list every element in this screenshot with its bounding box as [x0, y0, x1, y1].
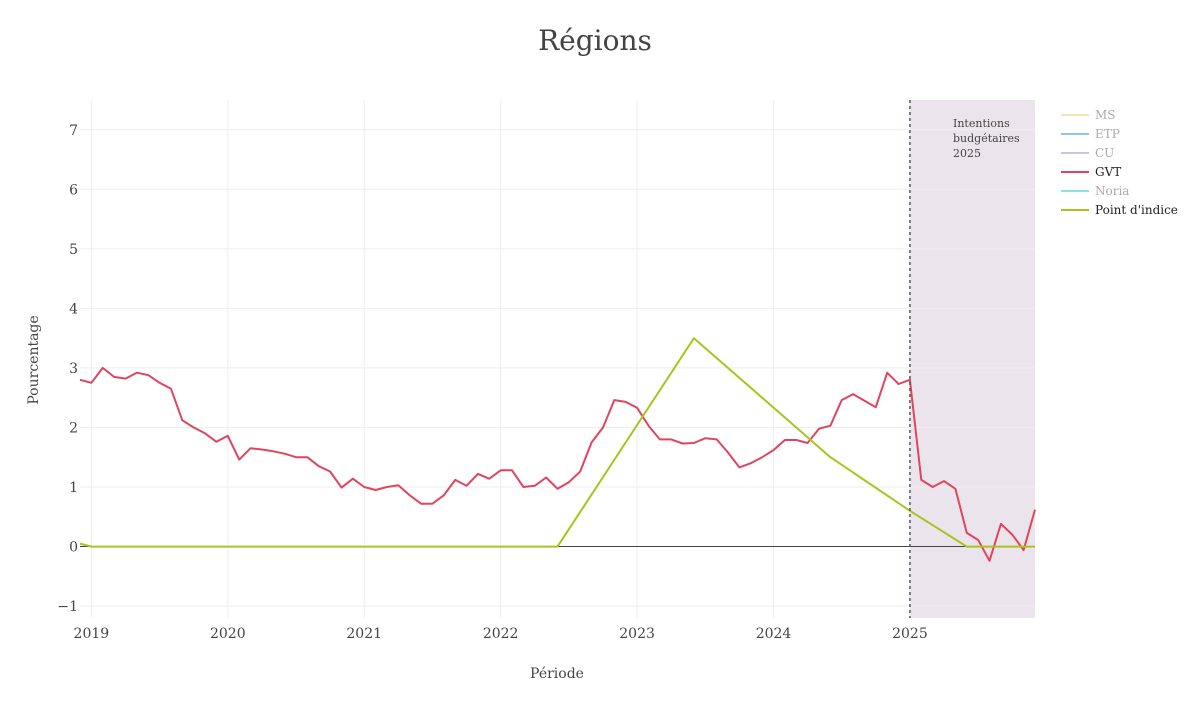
- legend-item-label: MS: [1095, 108, 1116, 122]
- legend-item-label: Point d'indice: [1095, 203, 1178, 217]
- y-tick-label: 4: [69, 301, 78, 317]
- y-tick-label: −1: [57, 599, 78, 615]
- y-tick-label: 6: [69, 182, 78, 198]
- legend-item-label: GVT: [1095, 165, 1121, 179]
- x-tick-label: 2023: [619, 626, 655, 642]
- legend-item-label: Noria: [1095, 184, 1129, 198]
- x-tick-label: 2020: [210, 626, 246, 642]
- projection-annotation-line: 2025: [953, 147, 981, 160]
- y-tick-label: 0: [69, 540, 78, 556]
- y-tick-label: 2: [69, 420, 78, 436]
- projection-annotation-line: Intentions: [953, 117, 1010, 130]
- x-tick-label: 2019: [74, 626, 110, 642]
- series-line-gvt: [79, 366, 1036, 562]
- y-tick-label: 3: [69, 361, 78, 377]
- projection-region: [909, 100, 1035, 618]
- y-axis-title: Pourcentage: [26, 315, 42, 404]
- x-tick-label: 2024: [756, 626, 792, 642]
- y-tick-label: 5: [69, 242, 78, 258]
- series-line-point-d-indice: [79, 337, 1035, 548]
- y-tick-label: 7: [69, 123, 78, 139]
- y-tick-label: 1: [69, 480, 78, 496]
- projection-annotation-line: budgétaires: [953, 132, 1020, 145]
- legend-item-label: ETP: [1095, 127, 1120, 141]
- legend-item-label: CU: [1095, 146, 1114, 160]
- x-tick-label: 2021: [346, 626, 382, 642]
- chart-title: Régions: [538, 24, 652, 57]
- x-axis-title: Période: [530, 666, 584, 682]
- x-tick-label: 2025: [892, 626, 928, 642]
- x-tick-label: 2022: [483, 626, 519, 642]
